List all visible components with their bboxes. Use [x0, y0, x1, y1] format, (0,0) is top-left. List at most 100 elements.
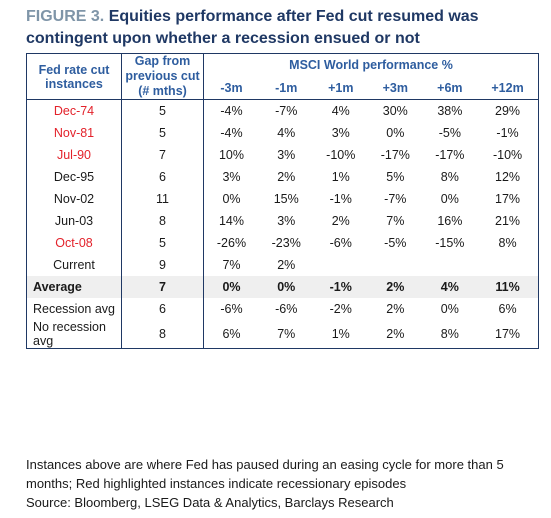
- value-cell: -6%: [329, 236, 352, 250]
- table-row: Nov-02 11 0% 15% -1% -7% 0% 17%: [26, 188, 540, 210]
- value-cell: 8%: [477, 232, 540, 254]
- value-cell: 3%: [277, 148, 296, 162]
- value-cell: -1%: [313, 276, 369, 298]
- value-cell: 2%: [331, 214, 350, 228]
- gap-cell: 5: [121, 99, 204, 122]
- value-cell: [423, 254, 478, 276]
- value-cell: 2%: [368, 276, 423, 298]
- value-cell: -1%: [477, 122, 540, 144]
- value-cell: 11%: [477, 276, 540, 298]
- value-cell: 3%: [277, 214, 296, 228]
- value-cell: 2%: [368, 320, 423, 349]
- value-cell: 38%: [437, 104, 463, 118]
- value-cell: 2%: [277, 170, 296, 184]
- value-cell: 3%: [202, 166, 259, 188]
- value-cell: 4%: [277, 126, 296, 140]
- value-cell: -7%: [275, 104, 298, 118]
- value-cell: 2%: [277, 258, 296, 272]
- value-cell: 8%: [440, 170, 459, 184]
- value-cell: 2%: [386, 302, 405, 316]
- value-cell: -2%: [329, 302, 352, 316]
- instance-label: Nov-81: [26, 122, 122, 144]
- value-cell: -10%: [326, 148, 356, 162]
- value-cell: 0%: [202, 188, 259, 210]
- value-cell: -6%: [202, 298, 259, 320]
- gap-cell: 7: [121, 276, 204, 298]
- summary-row: Recession avg 6 -6% -6% -2% 2% 0% 6%: [26, 298, 540, 320]
- gap-cell: 5: [121, 122, 204, 144]
- header-period: +3m: [368, 76, 423, 100]
- footer-source: Source: Bloomberg, LSEG Data & Analytics…: [26, 495, 394, 510]
- value-cell: -5%: [384, 236, 407, 250]
- value-cell: 14%: [202, 210, 259, 232]
- value-cell: -15%: [435, 236, 465, 250]
- value-cell: 7%: [386, 214, 405, 228]
- gap-cell: 7: [121, 144, 204, 166]
- value-cell: 17%: [477, 320, 540, 349]
- gap-cell: 6: [121, 298, 204, 320]
- value-cell: 29%: [477, 99, 540, 122]
- value-cell: 1%: [313, 320, 369, 349]
- value-cell: 6%: [202, 320, 259, 349]
- gap-cell: 11: [121, 188, 204, 210]
- summary-label: No recession avg: [26, 320, 122, 349]
- summary-label: Average: [26, 276, 122, 298]
- instance-label: Jun-03: [26, 210, 122, 232]
- value-cell: 10%: [202, 144, 259, 166]
- gap-cell: 9: [121, 254, 204, 276]
- instance-label: Dec-74: [26, 99, 122, 122]
- header-period: -1m: [258, 76, 314, 100]
- instance-label: Oct-08: [26, 232, 122, 254]
- value-cell: 3%: [331, 126, 350, 140]
- value-cell: -10%: [477, 144, 540, 166]
- value-cell: 12%: [477, 166, 540, 188]
- header-period: +12m: [477, 76, 540, 100]
- table-row: Nov-81 5 -4% 4% 3% 0% -5% -1%: [26, 122, 540, 144]
- value-cell: -17%: [435, 148, 465, 162]
- value-cell: [477, 254, 540, 276]
- header-fed-cut-instances: Fed rate cut instances: [26, 53, 122, 100]
- value-cell: [314, 254, 369, 276]
- instance-label: Current: [26, 254, 122, 276]
- value-cell: -7%: [384, 192, 407, 206]
- header-msci-group: MSCI World performance %: [203, 53, 539, 77]
- value-cell: 0%: [440, 192, 459, 206]
- value-cell: 1%: [331, 170, 350, 184]
- value-cell: 6%: [477, 298, 540, 320]
- value-cell: -1%: [329, 192, 352, 206]
- value-cell: 21%: [477, 210, 540, 232]
- value-cell: 30%: [382, 104, 408, 118]
- figure-title: FIGURE 3. Equities performance after Fed…: [26, 6, 546, 50]
- value-cell: 0%: [202, 276, 259, 298]
- value-cell: 4%: [422, 276, 478, 298]
- value-cell: -6%: [275, 302, 298, 316]
- table-row: Current 9 7% 2%: [26, 254, 540, 276]
- summary-row: No recession avg 8 6% 7% 1% 2% 8% 17%: [26, 320, 540, 349]
- gap-cell: 6: [121, 166, 204, 188]
- header-period: +1m: [313, 76, 369, 100]
- figure-label: FIGURE 3.: [26, 8, 105, 25]
- instance-label: Jul-90: [26, 144, 122, 166]
- table-row: Jun-03 8 14% 3% 2% 7% 16% 21%: [26, 210, 540, 232]
- value-cell: 15%: [273, 192, 299, 206]
- value-cell: -5%: [438, 126, 461, 140]
- value-cell: 0%: [440, 302, 459, 316]
- table-row: Dec-74 5 -4% -7% 4% 30% 38% 29%: [26, 99, 540, 122]
- gap-cell: 5: [121, 232, 204, 254]
- table-row: Jul-90 7 10% 3% -10% -17% -17% -10%: [26, 144, 540, 166]
- header-gap: Gap from previous cut (# mths): [121, 53, 204, 100]
- value-cell: 0%: [258, 276, 314, 298]
- footer: Instances above are where Fed has paused…: [26, 455, 546, 512]
- summary-row: Average 7 0% 0% -1% 2% 4% 11%: [26, 276, 540, 298]
- figure-title-text: Equities performance after Fed cut resum…: [26, 8, 479, 47]
- value-cell: 7%: [258, 320, 314, 349]
- header-period: +6m: [422, 76, 478, 100]
- gap-cell: 8: [121, 320, 204, 349]
- value-cell: 5%: [386, 170, 405, 184]
- value-cell: -23%: [271, 236, 301, 250]
- value-cell: 4%: [331, 104, 350, 118]
- instance-label: Dec-95: [26, 166, 122, 188]
- table-row: Oct-08 5 -26% -23% -6% -5% -15% 8%: [26, 232, 540, 254]
- value-cell: 17%: [477, 188, 540, 210]
- value-cell: 8%: [422, 320, 478, 349]
